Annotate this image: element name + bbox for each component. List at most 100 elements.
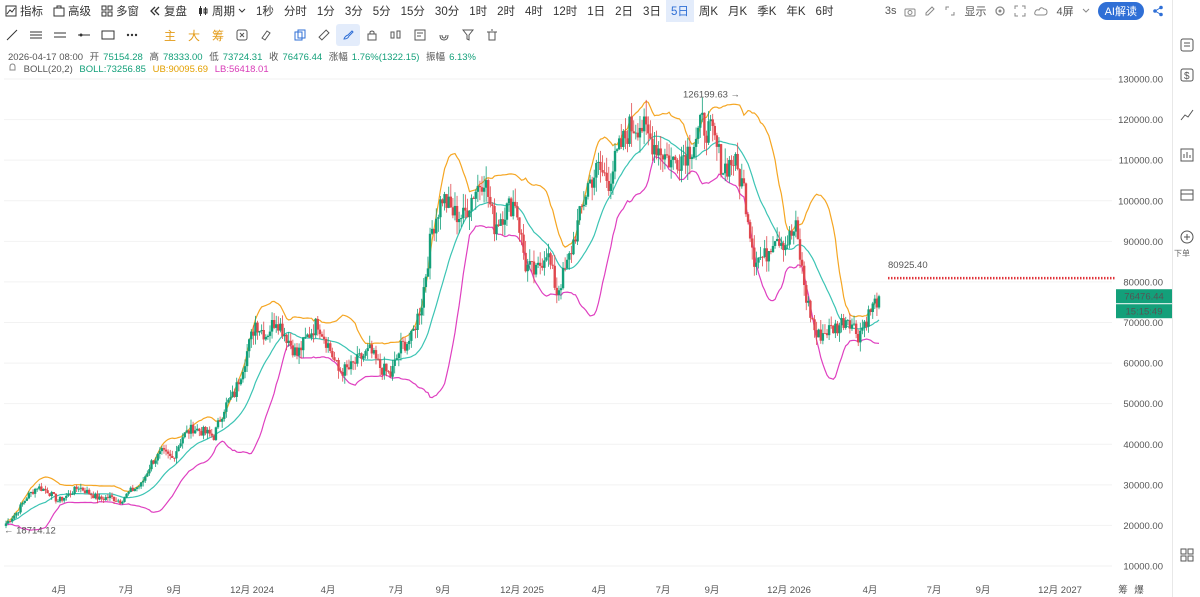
candle <box>362 353 365 362</box>
delete-tool[interactable] <box>480 24 504 46</box>
period-tab[interactable]: 6时 <box>815 6 834 18</box>
grid-icon[interactable] <box>1180 548 1194 562</box>
candle-body <box>75 486 78 489</box>
chip-tool[interactable]: 筹 <box>211 28 224 43</box>
candle <box>460 214 463 228</box>
period-dropdown[interactable]: 周期 <box>192 0 251 22</box>
multi-window-label: 多窗 <box>116 6 139 18</box>
dollar-icon[interactable]: $ <box>1180 68 1194 82</box>
boll-ub: UB:90095.69 <box>152 64 209 75</box>
candle-body <box>765 248 768 262</box>
trend-line-tool[interactable] <box>0 24 24 46</box>
multi-window-button[interactable]: 多窗 <box>96 0 144 22</box>
candle <box>162 444 166 454</box>
more-tools[interactable] <box>120 24 144 46</box>
candle-body <box>445 194 448 208</box>
channel-tool[interactable] <box>24 24 48 46</box>
filter-tool[interactable] <box>456 24 480 46</box>
period-tab[interactable]: 3日 <box>643 6 661 18</box>
period-tab[interactable]: 分时 <box>283 6 307 18</box>
bar-chart-icon[interactable] <box>1180 148 1194 162</box>
lock-tool[interactable] <box>360 24 384 46</box>
ruler-tool[interactable] <box>312 24 336 46</box>
candle-style-tool[interactable] <box>384 24 408 46</box>
hide-drawings-tool[interactable] <box>254 24 278 46</box>
candle <box>493 198 496 242</box>
refresh-interval[interactable]: 3s <box>884 5 897 17</box>
candle <box>755 251 758 276</box>
period-tab[interactable]: 30分 <box>434 6 460 18</box>
gear-icon[interactable] <box>994 5 1006 17</box>
ray-tool[interactable] <box>72 24 96 46</box>
screens-label[interactable]: 4屏 <box>1056 6 1074 18</box>
period-tab[interactable]: 1秒 <box>256 6 274 18</box>
candle-body <box>333 357 336 361</box>
period-tab[interactable]: 3分 <box>344 6 363 18</box>
candle <box>4 520 8 529</box>
analysis-icon[interactable] <box>1180 108 1194 122</box>
expand-icon[interactable] <box>944 5 956 17</box>
candle <box>360 352 363 367</box>
candle-body <box>179 443 182 447</box>
candle <box>782 240 785 262</box>
parallel-tool[interactable] <box>48 24 72 46</box>
candle <box>746 212 750 225</box>
candle <box>692 142 696 160</box>
candle-body <box>302 337 305 351</box>
period-tab[interactable]: 年K <box>786 6 806 18</box>
rectangle-tool[interactable] <box>96 24 120 46</box>
candle <box>173 457 176 462</box>
period-tab[interactable]: 5日 <box>665 0 694 22</box>
period-tab[interactable]: 1时 <box>469 6 488 18</box>
period-tab[interactable]: 2时 <box>497 6 516 18</box>
table-icon[interactable] <box>1180 188 1194 202</box>
big-order-tool[interactable]: 大 <box>187 28 200 43</box>
advanced-button[interactable]: 高级 <box>48 0 96 22</box>
ai-interpret-button[interactable]: AI解读 <box>1097 2 1144 20</box>
order-icon[interactable] <box>1180 230 1194 244</box>
copy-tool[interactable] <box>288 24 312 46</box>
period-tab[interactable]: 5分 <box>372 6 391 18</box>
main-indicator-tool[interactable]: 主 <box>163 28 176 43</box>
note-tool[interactable] <box>408 24 432 46</box>
candle-body <box>503 219 507 225</box>
candle <box>805 280 808 311</box>
period-tab[interactable]: 1日 <box>587 6 606 18</box>
candle-body <box>568 253 571 260</box>
order-label[interactable]: 下单 <box>1174 249 1190 258</box>
candle-body <box>150 460 153 470</box>
candle-body <box>441 199 444 204</box>
indicators-button[interactable]: 指标 <box>0 0 48 22</box>
display-label[interactable]: 显示 <box>964 6 987 18</box>
camera-icon[interactable] <box>904 6 916 17</box>
magnet-tool[interactable] <box>432 24 456 46</box>
candle <box>721 172 725 176</box>
period-tab[interactable]: 月K <box>728 6 748 18</box>
candle-body <box>792 231 795 236</box>
bell-icon[interactable] <box>8 63 17 72</box>
fullscreen-icon[interactable] <box>1014 5 1026 17</box>
period-tab[interactable]: 15分 <box>400 6 425 18</box>
price-chart[interactable]: 130000.00 120000.00 110000.00 100000.00 9000… <box>0 0 1172 597</box>
share-icon[interactable] <box>1152 5 1164 17</box>
period-tab[interactable]: 1分 <box>316 6 335 18</box>
candle <box>237 378 240 392</box>
edit-icon[interactable] <box>924 5 936 17</box>
candle <box>867 305 870 333</box>
period-tab[interactable]: 4时 <box>525 6 543 18</box>
candle <box>827 318 831 340</box>
candle <box>686 137 689 180</box>
candle-body <box>393 359 396 367</box>
sync-tool[interactable] <box>230 24 254 46</box>
period-tab[interactable]: 2日 <box>615 6 634 18</box>
candle <box>324 336 328 353</box>
news-icon[interactable] <box>1180 38 1194 52</box>
brush-tool[interactable] <box>336 24 360 46</box>
replay-button[interactable]: 复盘 <box>144 0 192 22</box>
period-tab[interactable]: 12时 <box>552 6 578 18</box>
period-tab[interactable]: 周K <box>698 6 719 18</box>
period-tab[interactable]: 季K <box>757 6 777 18</box>
candle-body <box>794 220 798 232</box>
candle-body <box>511 201 515 217</box>
candle-body <box>707 121 710 143</box>
